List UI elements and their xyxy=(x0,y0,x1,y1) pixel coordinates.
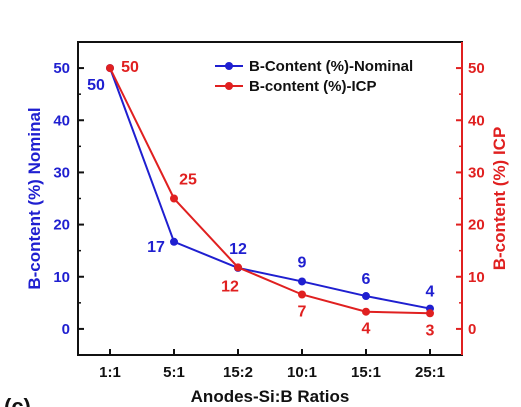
icp-point xyxy=(362,307,370,316)
icp-point xyxy=(298,290,306,299)
nominal-data-label: 4 xyxy=(426,284,435,301)
x-tick-label: 10:1 xyxy=(287,364,317,381)
legend-marker xyxy=(225,82,233,90)
nominal-data-label: 9 xyxy=(298,254,307,271)
nominal-point xyxy=(362,292,370,301)
axis-ticks: 0 0 10 10 20 20 30 30 40 40 50 50 1:1 5:1 15:2 10:1 15:1… xyxy=(53,42,485,381)
icp-point xyxy=(426,309,434,318)
icp-data-label: 50 xyxy=(121,59,139,76)
nominal-series-line xyxy=(109,67,431,310)
icp-data-label: 4 xyxy=(362,321,371,338)
icp-point xyxy=(170,194,178,203)
y-left-tick-label: 50 xyxy=(53,60,70,77)
x-tick-label: 5:1 xyxy=(163,364,185,381)
y-right-tick-label: 40 xyxy=(468,112,485,129)
nominal-data-label: 6 xyxy=(362,271,371,288)
x-tick-label: 25:1 xyxy=(415,364,445,381)
y-axis-left-title: B-content (%) Nominal xyxy=(25,107,44,289)
y-left-tick-label: 10 xyxy=(53,269,70,286)
icp-data-label: 7 xyxy=(298,303,307,320)
legend-marker xyxy=(225,62,233,70)
x-tick-label: 15:2 xyxy=(223,364,253,381)
icp-point xyxy=(106,64,114,73)
y-axis-right-title: B-content (%) ICP xyxy=(490,127,509,271)
y-right-tick-label: 10 xyxy=(468,269,485,286)
nominal-point xyxy=(170,237,178,246)
y-left-tick-label: 0 xyxy=(62,321,70,338)
icp-data-label: 25 xyxy=(179,172,197,189)
icp-data-label: 12 xyxy=(221,278,239,295)
icp-data-label: 3 xyxy=(426,322,435,339)
series-lines xyxy=(106,64,434,318)
icp-point xyxy=(234,263,242,272)
panel-label: (c) xyxy=(4,394,31,407)
legend-label: B-content (%)-ICP xyxy=(249,78,377,95)
data-labels: 50 17 12 9 6 4 50 25 12 7 4 3 xyxy=(87,59,434,339)
y-left-tick-label: 40 xyxy=(53,112,70,129)
legend-label: B-Content (%)-Nominal xyxy=(249,58,413,75)
nominal-data-label: 17 xyxy=(147,239,165,256)
icp-series-line xyxy=(109,67,431,315)
y-left-tick-label: 20 xyxy=(53,217,70,234)
x-tick-label: 1:1 xyxy=(99,364,121,381)
y-left-tick-label: 30 xyxy=(53,164,70,181)
y-right-tick-label: 30 xyxy=(468,164,485,181)
legend: B-Content (%)-Nominal B-content (%)-ICP xyxy=(215,58,413,95)
y-right-tick-label: 20 xyxy=(468,217,485,234)
y-right-tick-label: 50 xyxy=(468,60,485,77)
x-axis-title: Anodes-Si:B Ratios xyxy=(191,387,350,406)
nominal-data-label: 12 xyxy=(229,241,247,258)
nominal-data-label: 50 xyxy=(87,77,105,94)
nominal-point xyxy=(298,277,306,286)
x-tick-label: 15:1 xyxy=(351,364,381,381)
y-right-tick-label: 0 xyxy=(468,321,476,338)
